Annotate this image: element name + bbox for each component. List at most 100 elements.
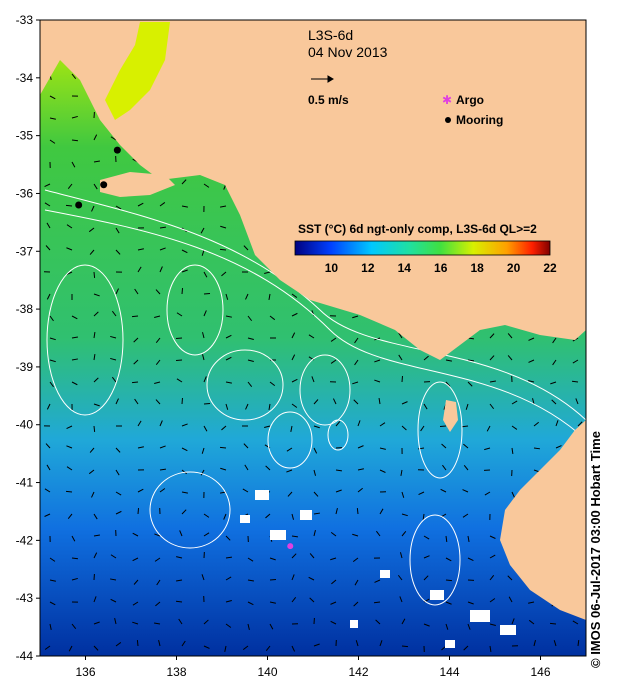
current-vector xyxy=(374,359,381,363)
current-vector xyxy=(175,600,183,603)
current-vector xyxy=(463,645,469,651)
current-vector xyxy=(330,531,337,537)
current-vector xyxy=(115,398,119,405)
current-vector xyxy=(110,554,117,559)
current-vector xyxy=(93,160,100,163)
current-vector xyxy=(224,645,227,652)
current-vector xyxy=(134,288,139,295)
current-vector xyxy=(49,117,56,120)
current-vector xyxy=(379,447,386,450)
current-vector xyxy=(137,420,142,427)
current-vector xyxy=(291,293,298,298)
current-vector xyxy=(379,469,386,473)
current-vector xyxy=(244,464,249,471)
current-vector xyxy=(159,468,167,471)
current-vector xyxy=(44,488,51,493)
current-vector xyxy=(155,359,161,366)
current-vector xyxy=(71,139,79,142)
current-vector xyxy=(136,639,139,647)
current-vector xyxy=(225,535,231,541)
current-vector xyxy=(357,420,361,427)
current-vector xyxy=(110,335,117,339)
current-vector xyxy=(335,508,338,515)
current-vector xyxy=(243,245,249,251)
current-vector xyxy=(91,491,95,498)
current-vector xyxy=(577,639,580,647)
current-vector xyxy=(202,332,205,339)
current-vector xyxy=(511,400,518,405)
current-vector xyxy=(203,310,207,317)
current-vector xyxy=(291,553,297,559)
legend-argo-label: Argo xyxy=(456,93,484,107)
lon-tick-label: 140 xyxy=(257,665,277,679)
argo-markers xyxy=(287,543,294,550)
current-vector xyxy=(269,578,277,581)
current-vector xyxy=(89,249,95,255)
current-vector xyxy=(242,645,249,651)
current-vector xyxy=(440,488,447,493)
current-vector xyxy=(401,618,406,625)
current-vector xyxy=(247,359,254,363)
current-vector xyxy=(463,443,469,449)
current-vector xyxy=(203,619,209,625)
current-vector xyxy=(46,464,51,471)
current-vector xyxy=(131,315,139,318)
current-vector xyxy=(71,336,78,339)
current-vector xyxy=(66,445,73,449)
current-vector xyxy=(71,557,79,560)
current-vector xyxy=(44,513,51,517)
scale-label: 0.5 m/s xyxy=(308,93,349,107)
current-vector xyxy=(445,359,452,362)
mooring-dot-icon xyxy=(445,117,451,123)
current-vector xyxy=(220,467,227,471)
current-vector xyxy=(511,618,515,625)
current-vector xyxy=(528,601,535,604)
colorbar-ticks: 10 12 14 16 18 20 22 xyxy=(325,261,557,275)
current-vector xyxy=(555,445,562,449)
ssh-contours xyxy=(44,189,586,606)
current-vector xyxy=(71,623,77,630)
current-vector xyxy=(442,464,447,471)
current-vector xyxy=(291,574,295,581)
current-vector xyxy=(110,598,117,603)
credit-text: © IMOS 06-Jul-2017 03:00 Hobart Time xyxy=(588,431,603,668)
current-vector xyxy=(178,618,183,625)
current-vector xyxy=(137,488,144,493)
current-vector xyxy=(133,359,139,365)
current-vector xyxy=(332,398,337,405)
current-vector xyxy=(110,136,117,141)
current-vector xyxy=(137,248,144,251)
current-vector xyxy=(93,645,99,651)
current-vector xyxy=(291,332,296,339)
current-vector xyxy=(71,115,78,119)
current-vector xyxy=(511,491,515,498)
current-vector xyxy=(313,643,320,647)
current-vector xyxy=(71,381,78,386)
current-vector xyxy=(486,425,491,432)
colorbar-tick-label: 22 xyxy=(543,261,557,275)
current-vector xyxy=(225,600,232,603)
current-vector xyxy=(572,359,579,364)
current-vector xyxy=(528,337,535,341)
current-vector xyxy=(445,535,448,543)
current-vector xyxy=(507,575,513,581)
current-vector xyxy=(335,469,343,472)
current-vector xyxy=(225,381,232,384)
current-vector xyxy=(203,183,210,188)
current-vector xyxy=(203,513,210,518)
current-vector xyxy=(401,401,408,405)
current-vector xyxy=(291,403,298,408)
current-vector xyxy=(354,337,359,344)
current-vector xyxy=(66,425,73,429)
current-vector xyxy=(286,447,293,452)
current-vector xyxy=(93,293,100,297)
current-vector xyxy=(176,579,183,582)
current-vector xyxy=(290,425,293,432)
current-vector xyxy=(247,381,253,388)
current-vector xyxy=(335,421,341,427)
current-vector xyxy=(115,491,122,496)
current-vector xyxy=(549,622,557,625)
colorbar-title: SST (°C) 6d ngt-only comp, L3S-6d QL>=2 xyxy=(298,222,537,236)
current-vector xyxy=(335,489,342,493)
current-vector xyxy=(133,579,139,585)
